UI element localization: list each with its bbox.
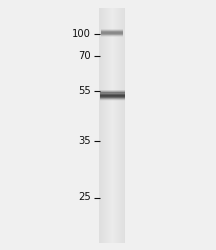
- Bar: [118, 8, 119, 242]
- Bar: [124, 8, 125, 242]
- Bar: [111, 8, 112, 242]
- Bar: [100, 96, 125, 97]
- Bar: [101, 29, 123, 30]
- Bar: [121, 8, 122, 242]
- Bar: [105, 8, 106, 242]
- Bar: [100, 91, 125, 92]
- Bar: [101, 31, 123, 32]
- Bar: [108, 8, 109, 242]
- Bar: [101, 32, 123, 33]
- Bar: [101, 33, 123, 34]
- Bar: [100, 100, 125, 101]
- Bar: [101, 30, 123, 31]
- Bar: [109, 8, 110, 242]
- Bar: [101, 34, 123, 35]
- Bar: [108, 8, 109, 242]
- Bar: [100, 8, 101, 242]
- Bar: [101, 36, 123, 37]
- Bar: [105, 8, 106, 242]
- Bar: [100, 94, 125, 95]
- Bar: [115, 8, 116, 242]
- Bar: [100, 95, 125, 96]
- Bar: [100, 97, 125, 98]
- Bar: [112, 8, 113, 242]
- Bar: [119, 8, 120, 242]
- Bar: [118, 8, 119, 242]
- Bar: [114, 8, 115, 242]
- Bar: [100, 97, 125, 98]
- Bar: [112, 8, 113, 242]
- Text: 100: 100: [72, 29, 91, 39]
- Bar: [104, 8, 105, 242]
- Bar: [102, 8, 103, 242]
- Bar: [100, 95, 125, 96]
- Bar: [122, 8, 123, 242]
- Bar: [106, 8, 107, 242]
- Bar: [113, 8, 114, 242]
- Bar: [102, 8, 103, 242]
- Bar: [100, 99, 125, 100]
- Bar: [109, 8, 110, 242]
- Bar: [99, 8, 100, 242]
- Bar: [101, 34, 123, 35]
- Bar: [100, 93, 125, 94]
- Bar: [100, 98, 125, 99]
- Bar: [120, 8, 121, 242]
- Text: 35: 35: [78, 136, 91, 146]
- Bar: [100, 98, 125, 99]
- Text: 70: 70: [78, 51, 91, 61]
- Bar: [101, 30, 123, 31]
- Bar: [114, 8, 115, 242]
- Bar: [115, 8, 116, 242]
- Bar: [100, 93, 125, 94]
- Bar: [117, 8, 118, 242]
- Bar: [107, 8, 108, 242]
- Bar: [100, 90, 125, 91]
- Bar: [124, 8, 125, 242]
- Bar: [101, 8, 102, 242]
- Bar: [100, 92, 125, 93]
- Bar: [100, 92, 125, 93]
- Text: 25: 25: [78, 192, 91, 202]
- Bar: [101, 33, 123, 34]
- Bar: [103, 8, 104, 242]
- Bar: [123, 8, 124, 242]
- Bar: [121, 8, 122, 242]
- Bar: [101, 32, 123, 33]
- Bar: [101, 31, 123, 32]
- Text: 55: 55: [78, 86, 91, 96]
- Bar: [116, 8, 117, 242]
- Bar: [110, 8, 111, 242]
- Bar: [100, 94, 125, 95]
- Bar: [101, 35, 123, 36]
- Bar: [111, 8, 112, 242]
